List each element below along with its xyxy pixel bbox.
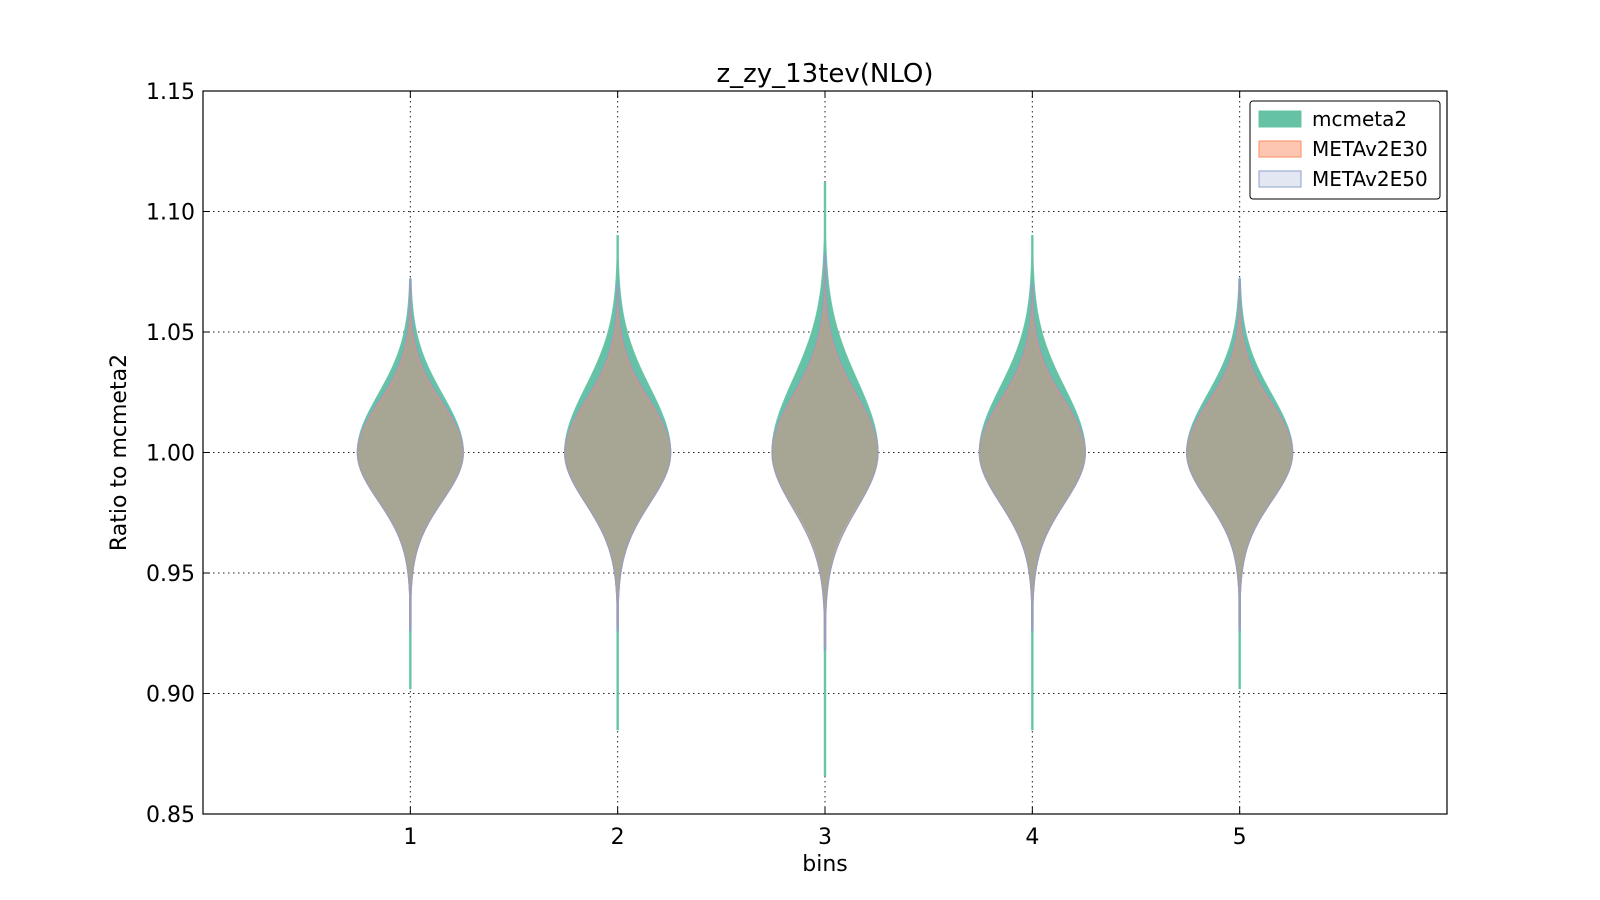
- x-axis-title: bins: [802, 852, 847, 877]
- x-tick-label: 5: [1233, 825, 1247, 850]
- x-tick-label: 1: [403, 825, 417, 850]
- legend-swatch-metav2e30: [1258, 140, 1302, 158]
- legend-label-metav2e30: METAv2E30: [1312, 137, 1428, 161]
- y-tick-label: 1.10: [146, 201, 195, 226]
- chart-title: z_zy_13tev(NLO): [716, 59, 933, 89]
- violin-metav2e50-bin-4: [978, 283, 1086, 632]
- legend: mcmeta2 METAv2E30 METAv2E50: [1249, 100, 1441, 200]
- legend-swatch-mcmeta2: [1258, 110, 1302, 128]
- y-tick-label: 0.90: [146, 683, 195, 708]
- violin-metav2e50-bin-1: [356, 278, 464, 632]
- y-tick-label: 1.05: [146, 321, 195, 346]
- violin-metav2e50-bin-5: [1186, 278, 1294, 632]
- x-tick-label: 2: [611, 825, 625, 850]
- tick-layer: 0.85 0.90 0.95 1.00 1.05 1.10 1.15 1 2 3 4 5: [146, 80, 1447, 850]
- y-tick-label: 0.95: [146, 562, 195, 587]
- x-tick-label: 4: [1025, 825, 1039, 850]
- legend-swatch-metav2e50: [1258, 170, 1302, 188]
- legend-label-metav2e50: METAv2E50: [1312, 167, 1428, 191]
- y-tick-label: 1.00: [146, 442, 195, 467]
- y-tick-label: 1.15: [146, 80, 195, 105]
- violin-layer: [356, 181, 1294, 777]
- y-axis-title: Ratio to mcmeta2: [107, 354, 132, 551]
- x-tick-label: 3: [818, 825, 832, 850]
- y-tick-label: 0.85: [146, 803, 195, 828]
- violin-metav2e50-bin-3: [771, 254, 879, 651]
- violin-metav2e50-bin-2: [564, 283, 672, 632]
- legend-label-mcmeta2: mcmeta2: [1312, 107, 1407, 131]
